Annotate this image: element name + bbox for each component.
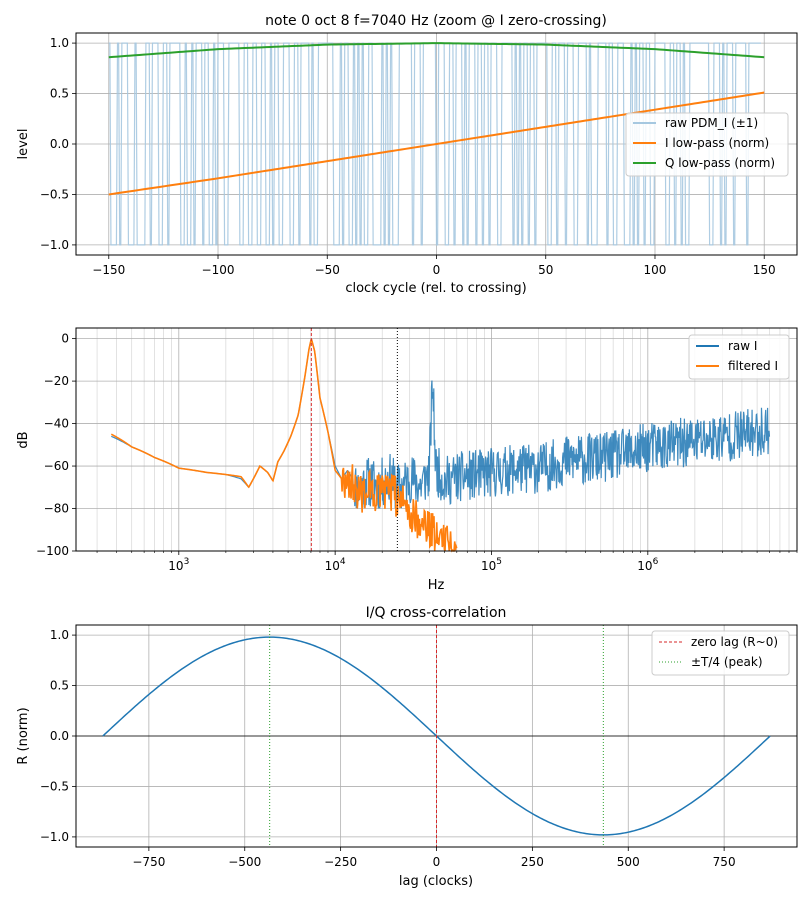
legend-label-raw-i: raw I	[728, 339, 757, 353]
p2-ytick-label: −40	[44, 417, 69, 431]
p3-xtick-label: 750	[713, 855, 736, 869]
p3-ytick-label: −1.0	[40, 830, 69, 844]
p2-ytick-label: 0	[61, 332, 69, 346]
panel3-legend-box	[651, 630, 790, 676]
p2-ytick-label: −100	[36, 544, 69, 558]
panel-pdm-zoom: note 0 oct 8 f=7040 Hz (zoom @ I zero-cr…	[16, 13, 798, 296]
p1-ytick-label: 0.5	[50, 87, 69, 101]
panel3-title: I/Q cross-correlation	[366, 605, 507, 621]
panel3-legend: zero lag (R~0) ±T/4 (peak)	[651, 630, 790, 676]
p1-ytick-label: −0.5	[40, 187, 69, 201]
p3-xtick-label: −500	[228, 855, 261, 869]
panel-crosscorr: I/Q cross-correlation −750 −500 −250 0 250 50…	[16, 605, 798, 889]
p1-ytick-label: 1.0	[50, 36, 69, 50]
p3-xtick-label: −750	[132, 855, 165, 869]
p1-xtick-label: 50	[538, 263, 553, 277]
q-lowpass-line	[108, 42, 765, 59]
p2-ytick-label: −60	[44, 459, 69, 473]
p2-xtick-label: 105	[481, 557, 502, 573]
panel1-ticks: −150 −100 −50 0 50 100 150 1.0 0.5 0.0 −0.5 −1.0	[40, 36, 776, 277]
p3-xtick-label: 250	[521, 855, 544, 869]
p1-xtick-label: −50	[315, 263, 340, 277]
panel1-ylabel: level	[16, 129, 31, 160]
raw-i-spectrum-line	[111, 338, 771, 509]
legend-label-raw-pdm: raw PDM_I (±1)	[665, 116, 758, 130]
i-lowpass-line	[108, 91, 765, 196]
panel1-xlabel: clock cycle (rel. to crossing)	[345, 281, 526, 296]
p3-ytick-label: 0.5	[50, 679, 69, 693]
p2-xtick-label: 103	[168, 557, 189, 573]
p3-ytick-label: −0.5	[40, 779, 69, 793]
legend-label-quarter-period: ±T/4 (peak)	[691, 655, 763, 669]
p3-xtick-label: 0	[433, 855, 441, 869]
p2-xtick-label: 104	[325, 557, 346, 573]
p3-ytick-label: 1.0	[50, 628, 69, 642]
p2-ytick-label: −20	[44, 374, 69, 388]
panel1-legend: raw PDM_I (±1) I low-pass (norm) Q low-p…	[625, 112, 789, 177]
panel2-axes-frame	[75, 327, 798, 552]
legend-label-filtered-i: filtered I	[728, 359, 778, 373]
filtered-i-spectrum-line	[110, 339, 458, 553]
p1-xtick-label: 0	[433, 263, 441, 277]
panel1-legend-box	[625, 112, 789, 177]
panel2-xlabel: Hz	[428, 578, 445, 593]
p1-ytick-label: −1.0	[40, 238, 69, 252]
panel3-ylabel: R (norm)	[16, 707, 31, 764]
p1-xtick-label: −100	[202, 263, 235, 277]
panel3-xlabel: lag (clocks)	[399, 874, 473, 889]
panel2-ticks: 103 104 105 106 0 −20 −40 −60 −80 −100	[36, 332, 798, 573]
p3-ytick-label: 0.0	[50, 729, 69, 743]
p2-xtick-label: 106	[637, 557, 658, 573]
p3-xtick-label: −250	[324, 855, 357, 869]
panel2-legend: raw I filtered I	[688, 334, 790, 380]
p1-xtick-label: 100	[644, 263, 667, 277]
p2-ytick-label: −80	[44, 502, 69, 516]
p1-xtick-label: 150	[753, 263, 776, 277]
panel-spectrum: 103 104 105 106 0 −20 −40 −60 −80 −100 Hz dB raw …	[16, 327, 798, 593]
p1-xtick-label: −150	[92, 263, 125, 277]
p1-ytick-label: 0.0	[50, 137, 69, 151]
panel1-lowpass-series	[108, 42, 765, 196]
panel3-correlation-series	[76, 625, 797, 847]
legend-label-zero-lag: zero lag (R~0)	[691, 635, 778, 649]
panel1-title: note 0 oct 8 f=7040 Hz (zoom @ I zero-cr…	[265, 13, 607, 29]
panel3-ticks: −750 −500 −250 0 250 500 750 1.0 0.5 0.0 −0.5 −1.0	[40, 628, 736, 869]
legend-label-q-lowpass: Q low-pass (norm)	[665, 156, 775, 170]
legend-label-i-lowpass: I low-pass (norm)	[665, 136, 769, 150]
panel2-ylabel: dB	[16, 431, 31, 448]
p3-xtick-label: 500	[617, 855, 640, 869]
panel2-spectrum-series	[110, 328, 771, 553]
